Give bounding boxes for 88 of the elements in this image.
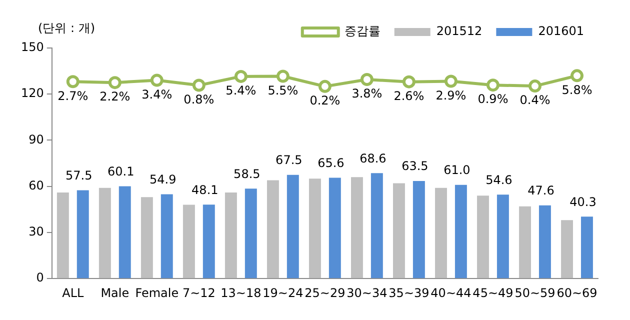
point [192,78,206,92]
point [486,78,500,92]
point [276,70,290,83]
x-tick-label: Male [100,286,130,300]
point [402,75,416,88]
bar [454,184,467,278]
x-tick-label: 40~44 [430,286,472,300]
data-label: 0.2% [310,94,340,108]
data-label: 5.5% [268,83,298,98]
bar [477,196,489,278]
point [360,73,374,86]
data-label: 40.3 [570,194,596,209]
bar [160,194,173,278]
point [318,80,332,93]
bar [244,188,257,278]
y-tick-label: 90 [28,132,44,146]
bar [140,197,153,278]
point [444,74,458,88]
bar [435,188,447,278]
data-label: 0.9% [478,92,508,106]
y-tick-label: 0 [36,270,44,285]
data-label: 5.8% [562,82,592,97]
data-label: 3.4% [142,87,172,102]
data-label: 0.4% [520,93,550,108]
point [234,70,248,83]
x-tick-label: 25~29 [304,286,346,300]
bar [350,177,363,278]
bar [370,173,383,278]
x-tick-label: Female [135,286,179,300]
y-tick-label: 150 [21,40,44,54]
bar [118,186,131,278]
x-tick-label: 19~24 [262,286,304,300]
x-tick-label: 50~59 [514,286,556,300]
data-label: 2.6% [394,88,424,103]
data-label: 58.5 [234,166,260,181]
data-label: 2.7% [58,88,88,103]
point [108,76,122,90]
data-label: 65.6 [318,156,344,170]
bar [308,178,321,278]
data-label: 60.1 [108,164,134,178]
point [150,74,164,87]
y-tick-label: 60 [28,178,44,192]
bar [266,180,279,278]
point [528,80,542,93]
data-label: 63.5 [402,159,428,174]
bar [98,188,111,278]
point [570,69,584,82]
data-label: 67.5 [276,152,302,167]
data-label: 57.5 [66,168,92,182]
bar [76,190,89,278]
data-label: 2.2% [100,90,130,104]
legend-label: 201512 [436,24,482,38]
legend-label: 증감률 [344,24,380,38]
data-label: 68.6 [360,151,386,166]
bar [286,174,299,278]
bar [224,192,237,278]
x-tick-label: 7~12 [182,286,216,300]
bar [496,194,509,278]
bar [561,220,574,278]
point [66,75,80,88]
bar [538,205,551,278]
y-tick-label: 120 [21,86,44,100]
data-label: 0.8% [184,92,214,106]
legend-label: 201601 [538,24,584,38]
bar [519,206,531,278]
x-tick-label: 30~34 [346,286,388,300]
data-label: 47.6 [528,184,554,198]
data-label: 61.0 [444,162,470,177]
data-label: 54.9 [150,172,176,186]
data-label: 48.1 [192,182,218,197]
bar [328,178,341,278]
data-label: 2.9% [436,88,466,102]
y-tick-label: 30 [28,224,44,239]
x-tick-label: 35~39 [388,286,430,300]
x-tick-label: 45~49 [472,286,514,300]
x-tick-label: ALL [62,286,84,300]
x-tick-label: 13~18 [220,286,262,300]
bar [202,204,215,278]
bar [182,204,195,278]
data-label: 3.8% [352,86,382,101]
bar [56,192,69,278]
data-label: 5.4% [226,84,256,98]
bar [393,183,405,278]
bar [580,216,593,278]
x-tick-label: 60~69 [556,286,598,300]
bar [412,180,425,278]
data-label: 54.6 [486,172,512,187]
y-axis-title: (단위 : 개) [38,20,96,37]
